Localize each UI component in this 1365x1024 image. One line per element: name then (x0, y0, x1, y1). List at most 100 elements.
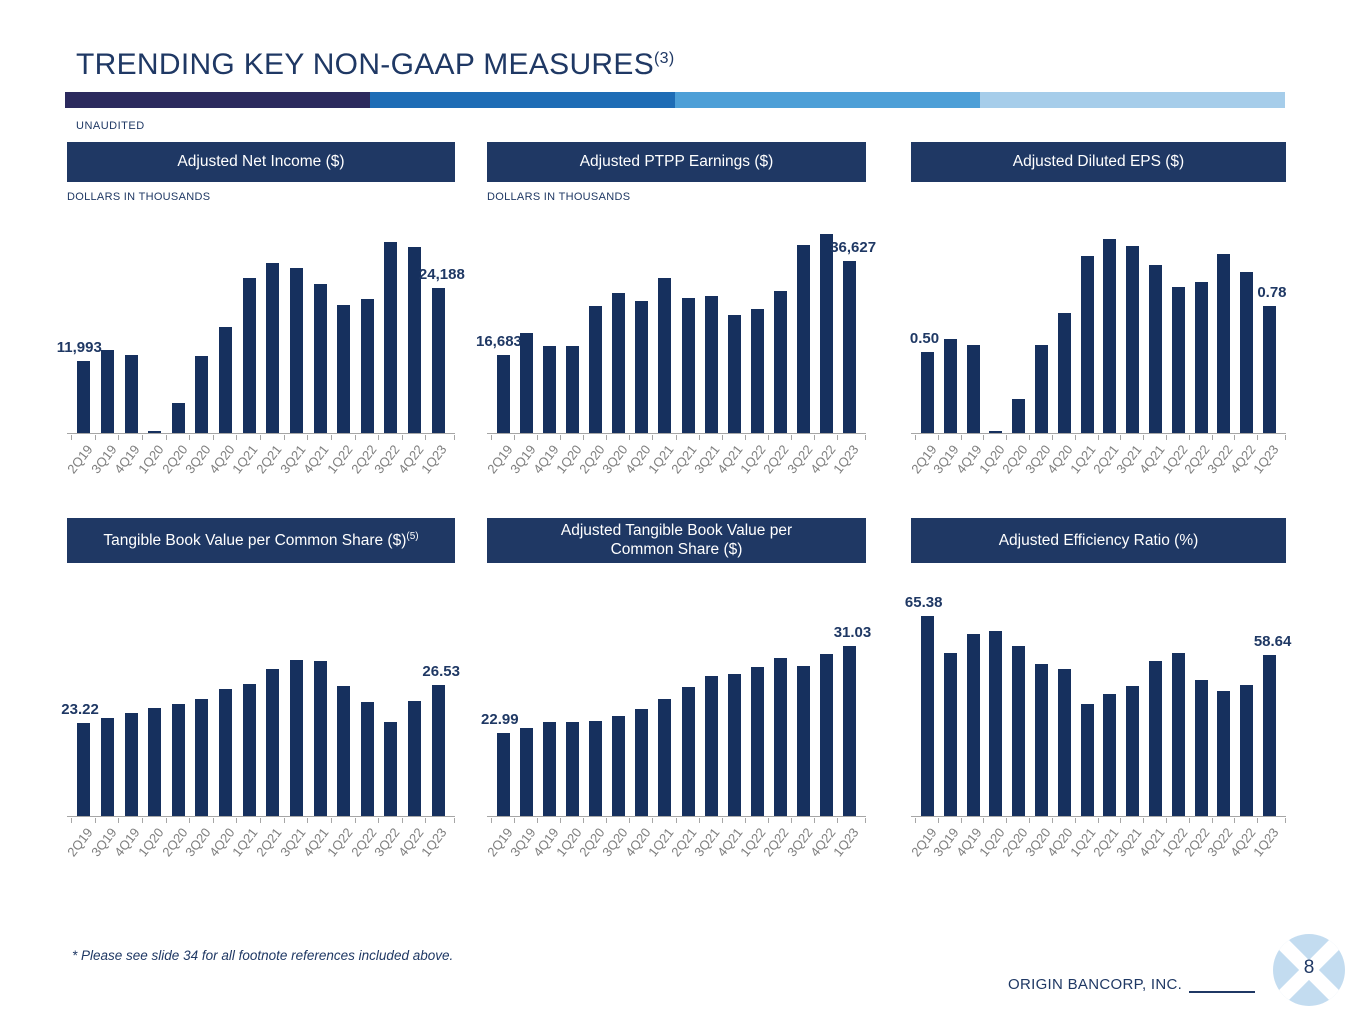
bar-column: 3Q22 (1204, 607, 1236, 859)
bar-4Q22 (819, 654, 833, 816)
bar-3Q20 (1034, 345, 1048, 433)
x-axis-label: 2Q21 (253, 825, 285, 860)
x-axis-label: 3Q21 (691, 825, 723, 860)
bar-2Q22 (1194, 680, 1208, 816)
x-axis-label: 3Q21 (276, 442, 309, 477)
bar-column: 1Q20 (135, 607, 167, 859)
bar-3Q19 (520, 728, 534, 816)
bar-column: 4Q22 (807, 224, 838, 476)
bar-column: 3Q19 (88, 224, 119, 476)
chart-title: Adjusted Tangible Book Value per Common … (561, 522, 792, 560)
value-label-first: 23.22 (61, 701, 99, 718)
chart-adjusted-net-income: Adjusted Net Income ($) DOLLARS IN THOUS… (57, 142, 465, 476)
bar-2Q20 (171, 403, 185, 433)
bar-2Q20 (171, 704, 185, 816)
chart-title-banner: Adjusted Efficiency Ratio (%) (911, 518, 1286, 563)
x-axis-label: 2Q21 (668, 825, 700, 860)
bar-column: 4Q21 (300, 224, 332, 476)
value-label-first: 65.38 (904, 594, 943, 611)
bar-column: 1Q22 (1159, 224, 1190, 476)
chart-title-text: Adjusted PTPP Earnings ($) (579, 153, 774, 171)
bar-3Q19 (520, 333, 534, 433)
x-axis-label: 3Q21 (691, 442, 723, 477)
bar-3Q20 (612, 293, 626, 433)
bar-column: 2Q19 22.99 (481, 607, 519, 859)
x-axis-label: 4Q22 (1227, 442, 1259, 477)
bar-2Q21 (1103, 239, 1117, 433)
bar-column: 2Q22 (348, 224, 379, 476)
bar-column: 4Q22 (1227, 607, 1259, 859)
plot-area: 2Q19 23.22 3Q19 4Q19 1Q20 2Q20 3Q20 4Q20 1Q21 2Q2… (61, 607, 460, 859)
chart-title-banner: Adjusted Tangible Book Value per Common … (487, 518, 866, 563)
chart-title-text: Tangible Book Value per Common Share ($) (103, 531, 407, 549)
x-axis-label: 2Q21 (668, 442, 700, 477)
bar-3Q21 (1126, 686, 1140, 816)
bar-column: 1Q22 (738, 224, 769, 476)
x-axis-label: 3Q22 (371, 825, 403, 860)
bar-column: 4Q20 (622, 607, 654, 859)
bar-column: 2Q20 (576, 607, 608, 859)
bar-column: 3Q19 (507, 224, 538, 476)
unaudited-label: UNAUDITED (76, 120, 145, 132)
value-label-first: 0.50 (909, 330, 940, 347)
bar-column: 4Q19 (111, 224, 143, 476)
bar-4Q19 (543, 346, 557, 433)
page-number: 8 (1303, 956, 1315, 978)
bar-2Q19 (77, 361, 91, 433)
bar-column: 4Q21 (1136, 224, 1167, 476)
x-axis-label: 2Q21 (1090, 442, 1122, 477)
bar-2Q19 (497, 733, 511, 816)
bar-column: 4Q20 (622, 224, 654, 476)
chart-adjusted-efficiency-ratio: Adjusted Efficiency Ratio (%) 2Q19 65.38 3… (905, 518, 1291, 859)
bar-column: 1Q20 (976, 224, 1008, 476)
bar-4Q20 (1057, 313, 1071, 433)
x-axis-label: 4Q20 (622, 442, 654, 477)
bar-2Q22 (773, 291, 787, 433)
bar-4Q19 (124, 355, 138, 433)
x-axis-label: 2Q19 (64, 442, 96, 477)
bar-column: 1Q20 (553, 224, 585, 476)
accent-segment-1 (65, 92, 370, 108)
bar-column: 4Q20 (1045, 607, 1076, 859)
x-axis-label: 3Q19 (507, 825, 539, 860)
accent-segment-3 (675, 92, 980, 108)
bar-3Q20 (195, 699, 209, 816)
plot-area: 2Q19 65.38 3Q19 4Q19 1Q20 2Q20 3Q20 4Q20 1Q21 2Q2… (905, 594, 1291, 859)
x-axis-label: 4Q22 (1227, 825, 1259, 860)
x-axis-label: 4Q21 (714, 825, 746, 860)
x-axis-label: 3Q20 (599, 825, 631, 860)
value-label-last: 0.78 (1257, 284, 1287, 301)
bar-column: 4Q21 (715, 224, 746, 476)
x-axis-label: 1Q23 (1250, 442, 1282, 477)
bar-column: 2Q21 (253, 224, 285, 476)
bar-3Q19 (100, 718, 114, 816)
bar-4Q19 (543, 722, 557, 816)
bar-1Q21 (1080, 704, 1094, 816)
bar-1Q20 (566, 346, 580, 433)
x-axis-label: 3Q22 (371, 442, 403, 477)
bar-column: 4Q22 (395, 607, 426, 859)
plot-area: 2Q19 16,683 3Q19 4Q19 1Q20 2Q20 3Q20 4Q20 1Q21 2Q… (476, 224, 876, 476)
bar-1Q23 (1263, 655, 1277, 816)
bar-1Q20 (566, 722, 580, 816)
bar-1Q21 (658, 699, 672, 816)
bar-column: 4Q20 (206, 607, 237, 859)
bar-column: 4Q19 (530, 607, 561, 859)
chart-title-superscript: (5) (406, 530, 419, 542)
bar-column: 1Q21 (645, 224, 677, 476)
bar-1Q21 (1080, 256, 1094, 433)
x-axis-label: 1Q23 (418, 825, 451, 860)
footer: ORIGIN BANCORP, INC. (1008, 976, 1256, 993)
bar-1Q22 (1171, 653, 1185, 816)
bar-column: 3Q21 (277, 224, 308, 476)
bar-column: 4Q22 (395, 224, 426, 476)
page-title: TRENDING KEY NON-GAAP MEASURES(3) (76, 48, 674, 82)
x-axis-label: 1Q21 (645, 442, 677, 477)
accent-segment-4 (980, 92, 1285, 108)
chart-title-text: Adjusted Efficiency Ratio (%) (998, 531, 1199, 549)
x-axis-label: 3Q22 (783, 825, 816, 860)
bar-column: 3Q22 (784, 224, 815, 476)
accent-gradient-bar (65, 92, 1285, 108)
chart-title: Adjusted Net Income ($) (177, 152, 344, 171)
bar-4Q22 (1240, 272, 1254, 433)
